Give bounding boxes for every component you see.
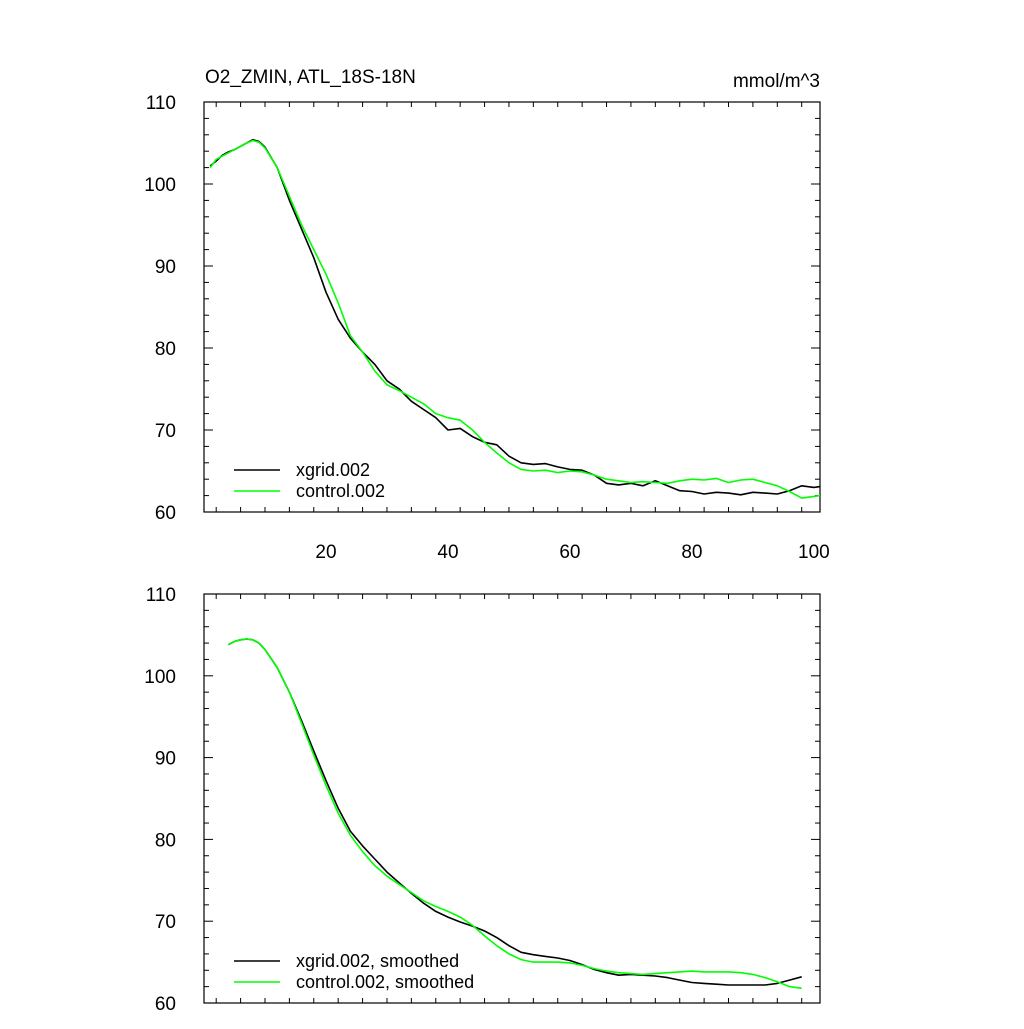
x-tick-label: 100 (798, 542, 830, 563)
series-line-1 (228, 638, 802, 986)
series-line-2 (209, 139, 821, 499)
plot-frame (203, 101, 821, 513)
y-tick-label: 70 (155, 912, 176, 933)
plot-panel-1: 60 70 80 90 100 110 20 40 60 80 100 xgrid.002contro… (144, 93, 829, 563)
x-tick-label: 40 (437, 542, 458, 563)
legend-label: xgrid.002, smoothed (296, 951, 459, 971)
y-tick-label: 80 (155, 830, 176, 851)
y-tick-label: 80 (155, 339, 176, 360)
y-tick-label: 110 (146, 93, 176, 114)
plot-frame (203, 593, 821, 1004)
series-line-2 (228, 638, 802, 990)
legend-label: control.002, smoothed (296, 972, 474, 992)
x-tick-label: 20 (315, 542, 336, 563)
legend-label: control.002 (296, 481, 385, 501)
series-line-1 (209, 138, 821, 496)
x-tick-label: 60 (559, 542, 580, 563)
plot-panel-2: 60 70 80 90 100 110 xgrid.002, smoothedcontrol… (144, 585, 821, 1015)
y-tick-label: 60 (155, 503, 176, 524)
y-tick-label: 110 (146, 585, 176, 606)
y-tick-label: 90 (155, 749, 176, 770)
legend-label: xgrid.002 (296, 460, 370, 480)
chart-title: O2_ZMIN, ATL_18S-18N (205, 67, 416, 88)
x-tick-label: 80 (681, 542, 702, 563)
units-label: mmol/m^3 (733, 71, 820, 92)
y-tick-label: 100 (144, 175, 176, 196)
y-tick-label: 70 (155, 421, 176, 442)
y-tick-label: 90 (155, 257, 176, 278)
y-tick-label: 60 (155, 994, 176, 1015)
y-tick-label: 100 (144, 667, 176, 688)
